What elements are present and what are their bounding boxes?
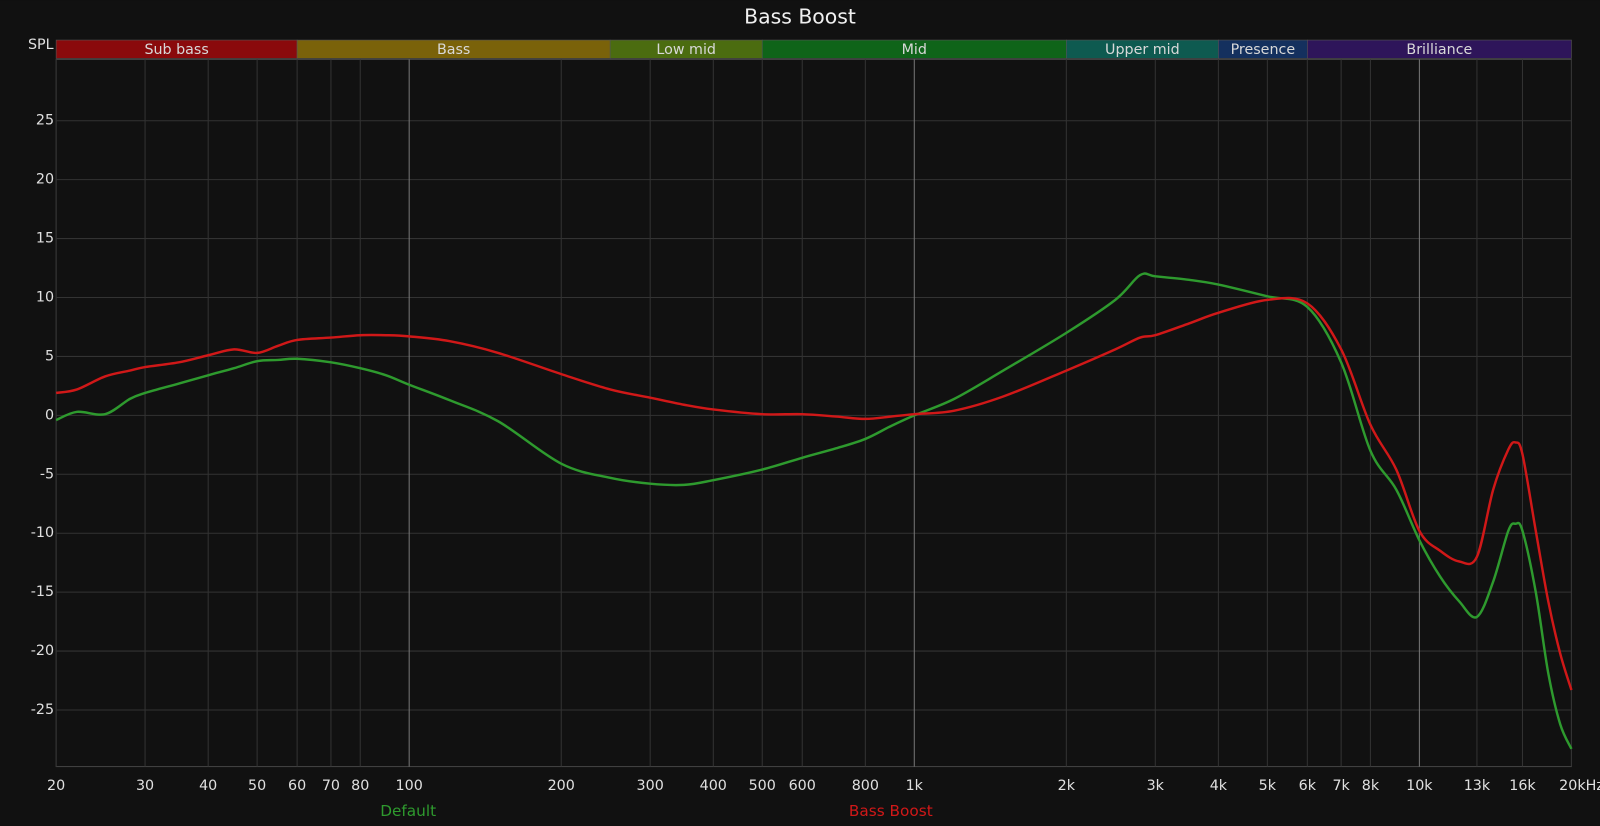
band-label: Sub bass xyxy=(144,42,208,58)
x-tick-label: 400 xyxy=(700,778,727,794)
x-tick-label: 70 xyxy=(322,778,340,794)
y-tick-label: 25 xyxy=(36,113,54,129)
x-tick-label: 80 xyxy=(351,778,369,794)
y-tick-label: -10 xyxy=(31,525,54,541)
x-tick-label: 7k xyxy=(1332,778,1350,794)
y-axis-label: SPL xyxy=(28,37,54,53)
legend-entry: Bass Boost xyxy=(849,802,933,820)
x-tick-label: 200 xyxy=(548,778,575,794)
grid xyxy=(55,58,1572,768)
x-tick-label: 3k xyxy=(1147,778,1165,794)
x-tick-label: 5k xyxy=(1259,778,1277,794)
x-tick-label: 800 xyxy=(852,778,879,794)
axis-labels: -25 -20 -15 -10 -5 0 5 10 15 20 25 20 30 40 50 60 70 80 10… xyxy=(31,113,1600,820)
y-tick-label: 15 xyxy=(36,231,54,247)
x-tick-label: 1k xyxy=(906,778,924,794)
y-tick-label: 5 xyxy=(45,348,54,364)
band-bar: Sub bass Bass Low mid Mid Upper mid Presence B… xyxy=(55,39,1572,59)
legend-entry: Default xyxy=(380,802,436,820)
band-label: Brilliance xyxy=(1406,42,1472,58)
curves xyxy=(55,272,1573,750)
y-tick-label: -25 xyxy=(31,702,54,718)
x-tick-label: 2k xyxy=(1058,778,1076,794)
band xyxy=(1307,39,1572,59)
x-tick-label: 4k xyxy=(1210,778,1228,794)
x-tick-label: 20kHz xyxy=(1559,778,1600,794)
y-tick-label: 0 xyxy=(45,407,54,423)
x-tick-label: 16k xyxy=(1509,778,1536,794)
x-tick-label: 10k xyxy=(1406,778,1433,794)
x-tick-label: 40 xyxy=(199,778,217,794)
y-tick-label: 10 xyxy=(36,290,54,306)
x-tick-label: 500 xyxy=(749,778,776,794)
band-label: Upper mid xyxy=(1105,42,1180,58)
y-tick-label: -5 xyxy=(40,466,54,482)
band-label: Low mid xyxy=(656,42,716,58)
x-tick-label: 100 xyxy=(396,778,423,794)
x-tick-label: 30 xyxy=(136,778,154,794)
response-curve xyxy=(55,296,1573,691)
y-tick-label: -15 xyxy=(31,584,54,600)
x-tick-label: 50 xyxy=(248,778,266,794)
y-tick-label: 20 xyxy=(36,172,54,188)
band-label: Mid xyxy=(902,42,927,58)
x-tick-label: 20 xyxy=(47,778,65,794)
response-curve xyxy=(55,272,1573,750)
x-tick-label: 6k xyxy=(1299,778,1317,794)
x-tick-label: 600 xyxy=(789,778,816,794)
x-tick-label: 13k xyxy=(1464,778,1491,794)
x-tick-label: 300 xyxy=(637,778,664,794)
x-tick-label: 8k xyxy=(1362,778,1380,794)
x-tick-label: 60 xyxy=(288,778,306,794)
chart-title: Bass Boost xyxy=(744,5,856,29)
band-label: Bass xyxy=(437,42,470,58)
y-tick-label: -20 xyxy=(31,643,54,659)
band-label: Presence xyxy=(1231,42,1296,58)
